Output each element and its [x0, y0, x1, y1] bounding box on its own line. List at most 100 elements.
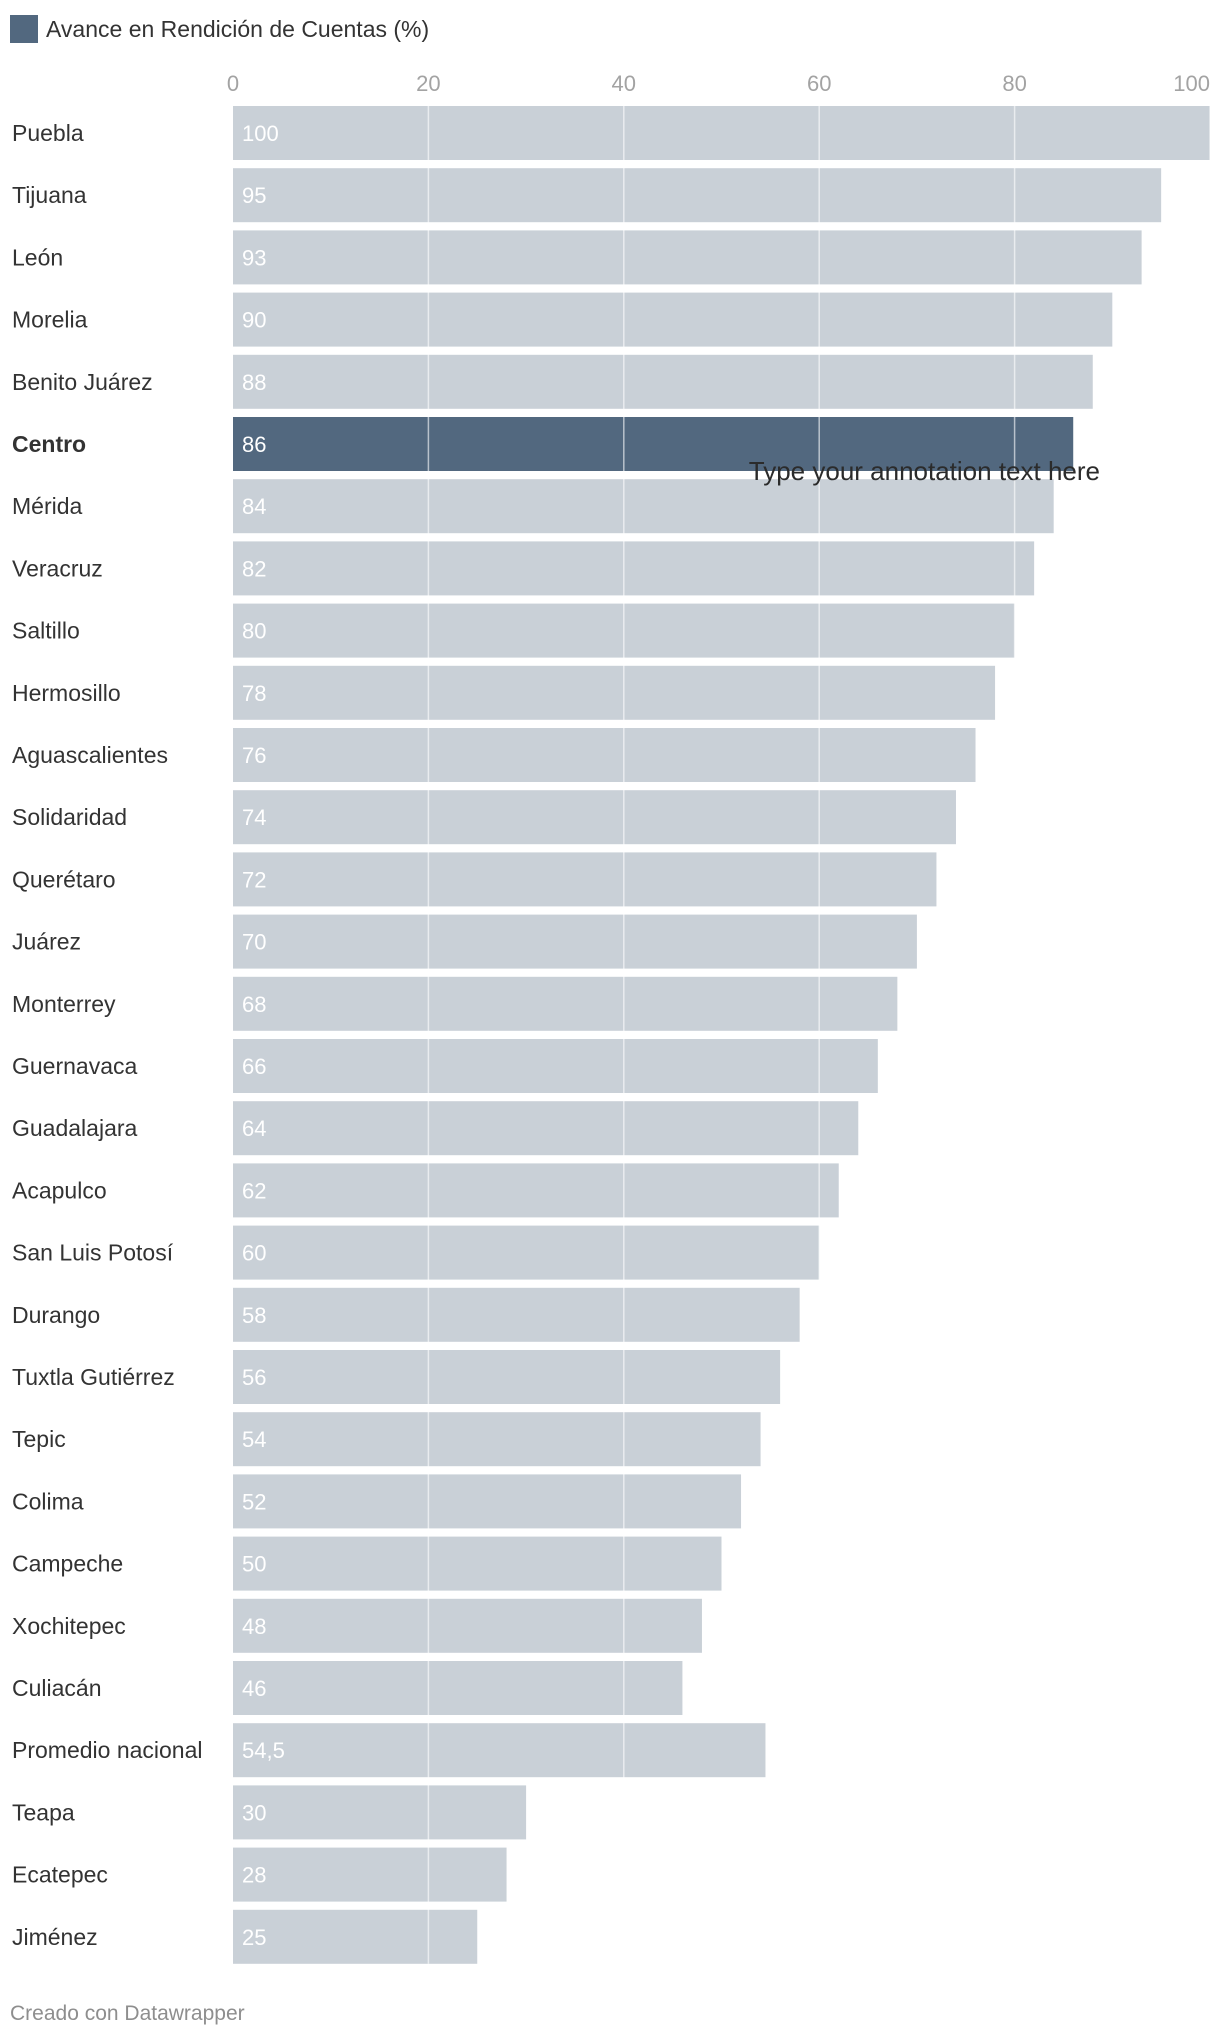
value-label: 93: [242, 245, 266, 270]
bar-6: [233, 479, 1054, 534]
value-label: 50: [242, 1552, 266, 1577]
value-label: 80: [242, 619, 266, 644]
bar-22: [233, 1474, 742, 1529]
bar-24: [233, 1598, 702, 1653]
bar-3: [233, 292, 1113, 347]
value-label: 64: [242, 1116, 266, 1141]
category-label: Guernavaca: [12, 1053, 138, 1079]
bar-5: [233, 417, 1074, 471]
bar-26: [233, 1723, 766, 1778]
category-label: Promedio nacional: [12, 1737, 203, 1763]
x-tick-label: 20: [416, 71, 440, 96]
category-label: Veracruz: [12, 555, 103, 581]
value-label: 84: [242, 494, 266, 519]
x-tick-label: 60: [807, 71, 831, 96]
category-label: San Luis Potosí: [12, 1240, 174, 1266]
value-label: 46: [242, 1676, 266, 1701]
bar-9: [233, 665, 996, 720]
x-tick-label: 40: [612, 71, 636, 96]
category-label: Jiménez: [12, 1924, 98, 1950]
value-label: 90: [242, 308, 266, 333]
category-label: Teapa: [12, 1799, 75, 1825]
value-label: 25: [242, 1925, 266, 1950]
value-label: 70: [242, 930, 266, 955]
legend-label: Avance en Rendición de Cuentas (%): [46, 15, 430, 42]
category-label: Tijuana: [12, 182, 87, 208]
category-label: Saltillo: [12, 618, 80, 644]
value-label: 60: [242, 1241, 266, 1266]
value-label: 28: [242, 1863, 266, 1888]
bar-19: [233, 1287, 800, 1342]
category-label: Morelia: [12, 307, 88, 333]
category-label: Solidaridad: [12, 804, 127, 830]
bar-4: [233, 354, 1093, 409]
bar-7: [233, 541, 1035, 596]
category-label: Colima: [12, 1488, 84, 1514]
value-label: 78: [242, 681, 266, 706]
category-label: Querétaro: [12, 866, 116, 892]
category-label: Centro: [12, 431, 86, 457]
bar-12: [233, 852, 937, 907]
value-label: 86: [242, 432, 266, 457]
category-label: Tuxtla Gutiérrez: [12, 1364, 175, 1390]
bar-28: [233, 1847, 507, 1902]
bar-27: [233, 1785, 527, 1840]
bar-18: [233, 1225, 820, 1280]
credit-line[interactable]: Creado con Datawrapper: [10, 2002, 245, 2025]
category-label: Benito Juárez: [12, 369, 153, 395]
value-label: 54: [242, 1427, 266, 1452]
value-label: 100: [242, 121, 279, 146]
value-label: 82: [242, 556, 266, 581]
bar-15: [233, 1039, 878, 1093]
value-label: 66: [242, 1054, 266, 1079]
value-label: 56: [242, 1365, 266, 1390]
value-label: 52: [242, 1489, 266, 1514]
value-label: 72: [242, 867, 266, 892]
category-label: Tepic: [12, 1426, 66, 1452]
value-label: 88: [242, 370, 266, 395]
category-label: León: [12, 244, 63, 270]
value-label: 62: [242, 1178, 266, 1203]
x-tick-label: 80: [1002, 71, 1026, 96]
bar-23: [233, 1536, 722, 1591]
category-label: Juárez: [12, 929, 81, 955]
category-label: Culiacán: [12, 1675, 102, 1701]
category-label: Acapulco: [12, 1177, 107, 1203]
legend-swatch: [10, 15, 38, 43]
bar-21: [233, 1412, 761, 1467]
category-label: Guadalajara: [12, 1115, 138, 1141]
bar-1: [233, 168, 1162, 223]
value-label: 30: [242, 1800, 266, 1825]
bar-2: [233, 230, 1142, 285]
category-label: Campeche: [12, 1551, 123, 1577]
value-label: 54,5: [242, 1738, 285, 1763]
category-label: Puebla: [12, 120, 84, 146]
x-tick-label: 0: [227, 71, 239, 96]
category-label: Hermosillo: [12, 680, 121, 706]
bar-13: [233, 914, 917, 969]
category-label: Ecatepec: [12, 1862, 108, 1888]
value-label: 68: [242, 992, 266, 1017]
bar-16: [233, 1101, 859, 1156]
legend: Avance en Rendición de Cuentas (%): [10, 14, 429, 44]
value-label: 48: [242, 1614, 266, 1639]
category-label: Aguascalientes: [12, 742, 168, 768]
value-label: 95: [242, 183, 266, 208]
x-tick-label: 100: [1173, 71, 1210, 96]
category-label: Durango: [12, 1302, 100, 1328]
bar-17: [233, 1163, 839, 1218]
bar-29: [233, 1909, 478, 1964]
annotation-text: Type your annotation text here: [749, 456, 1100, 486]
category-label: Xochitepec: [12, 1613, 126, 1639]
value-label: 58: [242, 1303, 266, 1328]
value-label: 76: [242, 743, 266, 768]
category-label: Monterrey: [12, 991, 116, 1017]
bar-10: [233, 728, 976, 782]
value-label: 74: [242, 805, 266, 830]
bar-11: [233, 790, 956, 845]
bar-14: [233, 976, 898, 1031]
category-label: Mérida: [12, 493, 83, 519]
bar-25: [233, 1661, 683, 1715]
bar-20: [233, 1350, 781, 1404]
